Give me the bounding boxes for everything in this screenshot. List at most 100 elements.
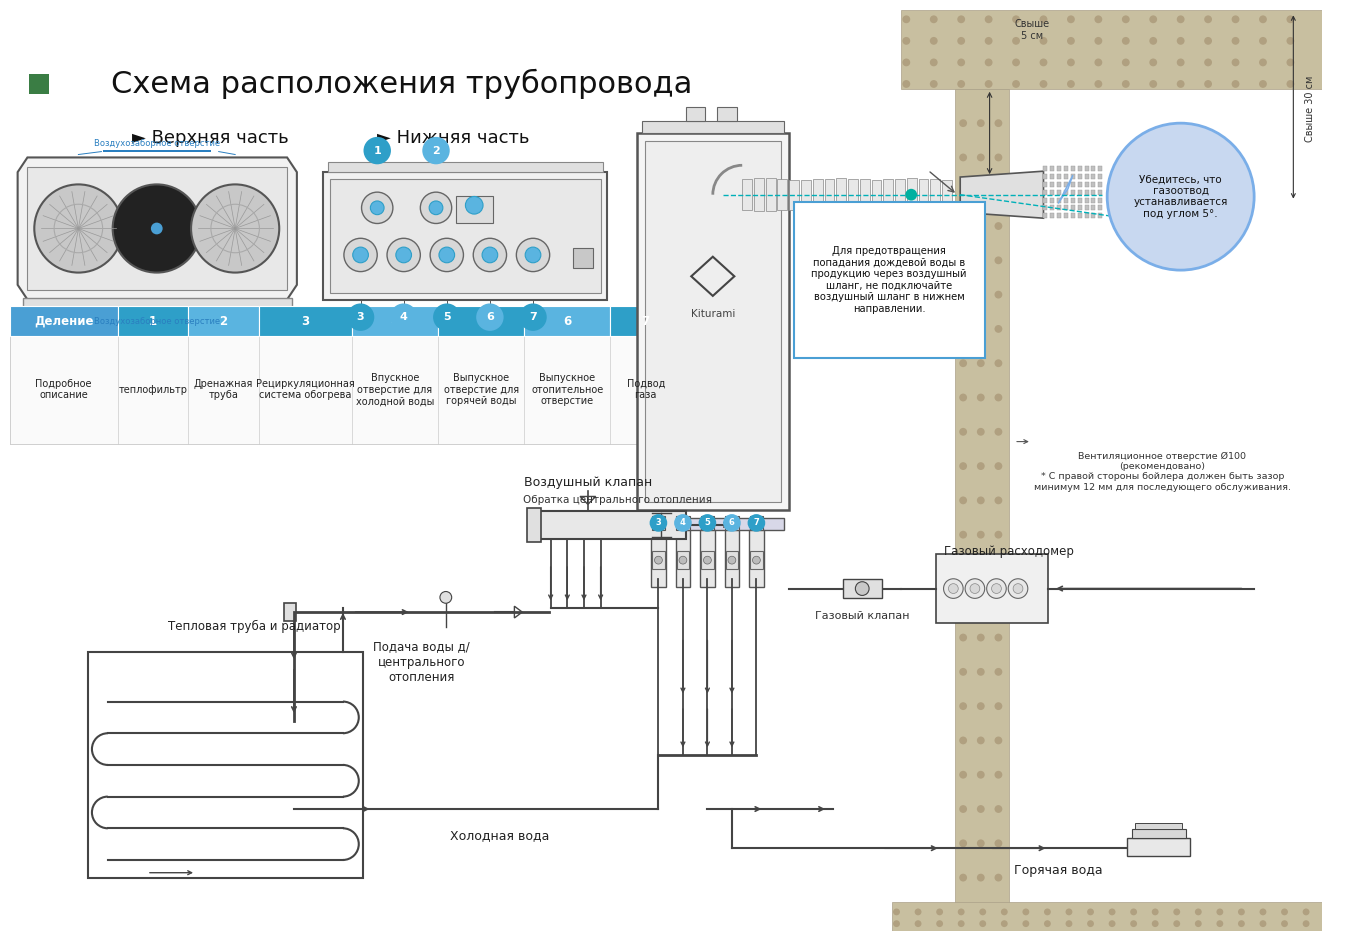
Circle shape xyxy=(1122,15,1129,24)
Circle shape xyxy=(929,80,938,88)
Circle shape xyxy=(1176,58,1184,66)
Circle shape xyxy=(979,920,986,927)
Bar xyxy=(88,652,363,878)
Bar xyxy=(1051,182,1055,187)
Circle shape xyxy=(1176,80,1184,88)
Circle shape xyxy=(525,247,541,263)
Text: Воздушный клапан: Воздушный клапан xyxy=(523,476,652,489)
Text: 6: 6 xyxy=(563,314,572,327)
Bar xyxy=(936,554,1048,623)
Circle shape xyxy=(1205,58,1211,66)
Circle shape xyxy=(902,15,911,24)
Bar xyxy=(1078,190,1082,195)
Text: 5°: 5° xyxy=(1117,207,1129,217)
Circle shape xyxy=(1205,37,1211,45)
Circle shape xyxy=(977,428,985,436)
Bar xyxy=(1058,182,1062,187)
Circle shape xyxy=(959,873,967,882)
Circle shape xyxy=(674,514,692,532)
Bar xyxy=(1071,198,1075,202)
Bar xyxy=(573,248,592,267)
Circle shape xyxy=(1259,58,1267,66)
Circle shape xyxy=(395,247,411,263)
Circle shape xyxy=(994,873,1002,882)
Circle shape xyxy=(994,256,1002,264)
Circle shape xyxy=(1067,15,1075,24)
Bar xyxy=(1058,214,1062,218)
Bar xyxy=(525,307,610,336)
Circle shape xyxy=(959,531,967,538)
Circle shape xyxy=(977,839,985,847)
Circle shape xyxy=(1176,15,1184,24)
Bar xyxy=(1098,182,1102,187)
Bar xyxy=(259,307,352,336)
Bar xyxy=(700,530,715,586)
Circle shape xyxy=(1149,15,1157,24)
Circle shape xyxy=(1109,920,1116,927)
Circle shape xyxy=(959,805,967,813)
Circle shape xyxy=(519,303,546,331)
Circle shape xyxy=(929,37,938,45)
Circle shape xyxy=(1260,920,1267,927)
Bar xyxy=(637,133,789,510)
Bar xyxy=(836,178,846,211)
Circle shape xyxy=(979,908,986,916)
Bar xyxy=(352,307,438,336)
Circle shape xyxy=(654,556,662,564)
Text: 1: 1 xyxy=(148,314,156,327)
Circle shape xyxy=(994,839,1002,847)
Bar xyxy=(1078,167,1082,171)
Bar xyxy=(1064,182,1068,187)
Polygon shape xyxy=(18,157,297,299)
Circle shape xyxy=(959,668,967,676)
Circle shape xyxy=(1008,579,1028,598)
Circle shape xyxy=(1012,15,1020,24)
Bar xyxy=(1071,190,1075,195)
Bar xyxy=(1051,190,1055,195)
Circle shape xyxy=(723,514,741,532)
Bar xyxy=(894,179,905,211)
Circle shape xyxy=(1122,80,1129,88)
Circle shape xyxy=(959,222,967,230)
Bar xyxy=(1078,205,1082,211)
Circle shape xyxy=(1094,58,1102,66)
Bar xyxy=(1098,190,1102,195)
Circle shape xyxy=(959,633,967,642)
Bar xyxy=(1085,205,1089,211)
Circle shape xyxy=(948,583,958,594)
Text: Подвод
газа: Подвод газа xyxy=(626,379,665,401)
Bar xyxy=(750,551,762,569)
Circle shape xyxy=(1260,908,1267,916)
Bar xyxy=(23,297,291,311)
Circle shape xyxy=(985,37,993,45)
Polygon shape xyxy=(1058,175,1072,203)
Bar xyxy=(801,180,811,210)
Circle shape xyxy=(958,15,965,24)
Bar xyxy=(676,530,691,586)
Circle shape xyxy=(440,592,452,603)
Circle shape xyxy=(977,188,985,196)
Bar xyxy=(1064,190,1068,195)
Circle shape xyxy=(977,359,985,367)
Text: Газовый клапан: Газовый клапан xyxy=(815,611,909,621)
Bar xyxy=(1091,214,1095,218)
Bar xyxy=(652,516,665,530)
Circle shape xyxy=(977,771,985,778)
Bar xyxy=(1058,198,1062,202)
Bar xyxy=(812,179,823,210)
Bar xyxy=(1044,174,1047,179)
Circle shape xyxy=(994,771,1002,778)
Text: Воздухозаборное отверстие: Воздухозаборное отверстие xyxy=(94,317,220,327)
Circle shape xyxy=(977,633,985,642)
Circle shape xyxy=(1217,920,1224,927)
Circle shape xyxy=(1205,15,1211,24)
Bar xyxy=(1044,214,1047,218)
Bar xyxy=(331,179,600,293)
Bar xyxy=(1098,167,1102,171)
Bar xyxy=(456,196,492,223)
Circle shape xyxy=(936,908,943,916)
Text: Деление: Деление xyxy=(34,314,93,327)
Bar xyxy=(1071,205,1075,211)
Circle shape xyxy=(994,531,1002,538)
Text: 5: 5 xyxy=(442,312,451,322)
